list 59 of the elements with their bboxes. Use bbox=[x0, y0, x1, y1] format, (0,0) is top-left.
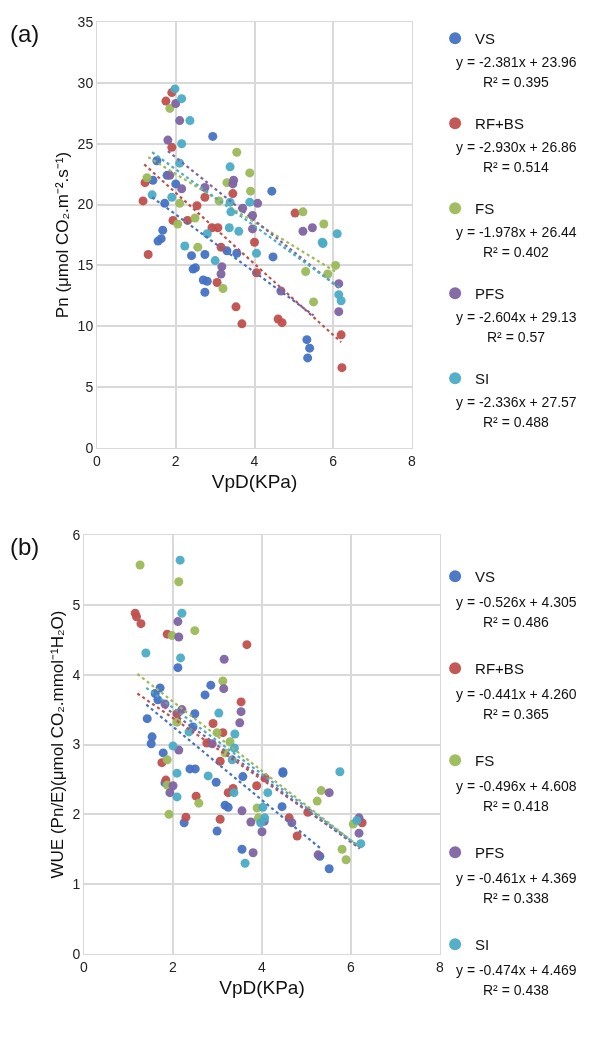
text: R² = 0.365 bbox=[483, 706, 549, 722]
y-tick-label: 20 bbox=[77, 196, 94, 213]
text: y = -2.930x + 26.86 bbox=[456, 139, 577, 155]
y-tick-label: 35 bbox=[77, 13, 94, 30]
text: y = -0.526x + 4.305 bbox=[456, 594, 577, 610]
legend-label: FS bbox=[475, 752, 495, 770]
y-tick-label: 25 bbox=[77, 135, 94, 152]
x-tick-label: 4 bbox=[250, 452, 259, 469]
text: R² = 0.486 bbox=[483, 614, 549, 630]
y-tick-label: 30 bbox=[77, 74, 94, 91]
text: y = -0.474x + 4.469 bbox=[456, 962, 577, 978]
x-tick-label: 6 bbox=[329, 452, 338, 469]
y-tick-label: 5 bbox=[85, 379, 94, 396]
legend-label: PFS bbox=[475, 285, 505, 303]
y-tick-label: 3 bbox=[72, 736, 81, 753]
y-tick-label: 15 bbox=[77, 257, 94, 274]
text: R² = 0.488 bbox=[483, 414, 549, 430]
y-tick-label: 1 bbox=[72, 876, 81, 893]
x-tick-label: 6 bbox=[347, 958, 356, 975]
chart-title: (b) bbox=[10, 533, 40, 560]
text: R² = 0.338 bbox=[483, 890, 549, 906]
y-tick-label: 5 bbox=[72, 596, 81, 613]
text: y = -0.461x + 4.369 bbox=[456, 870, 577, 886]
y-tick-label: 4 bbox=[72, 666, 81, 683]
legend-label: SI bbox=[475, 936, 490, 954]
text: y = -2.381x + 23.96 bbox=[456, 54, 577, 70]
legend-label: FS bbox=[475, 200, 495, 218]
text: y = -2.604x + 29.13 bbox=[456, 309, 577, 325]
y-tick-label: 0 bbox=[72, 945, 81, 962]
legend-label: VS bbox=[475, 568, 496, 586]
x-tick-label: 4 bbox=[258, 958, 267, 975]
text: y = -1.978x + 26.44 bbox=[456, 224, 577, 240]
x-tick-label: 8 bbox=[436, 958, 445, 975]
y-axis-title: WUE (Pn/E)(μmol CO₂.mmol⁻¹H₂O) bbox=[47, 610, 67, 879]
x-tick-label: 8 bbox=[408, 452, 417, 469]
y-tick-label: 10 bbox=[77, 318, 94, 335]
legend-label: VS bbox=[475, 30, 496, 48]
chart-title: (a) bbox=[10, 20, 40, 47]
text: R² = 0.395 bbox=[483, 74, 549, 90]
legend-label: RF+BS bbox=[475, 660, 524, 678]
x-tick-label: 2 bbox=[171, 452, 180, 469]
x-axis-title: VpD(KPa) bbox=[211, 470, 298, 492]
legend-label: PFS bbox=[475, 844, 505, 862]
y-tick-label: 6 bbox=[72, 526, 81, 543]
text: R² = 0.57 bbox=[487, 329, 546, 345]
text: R² = 0.418 bbox=[483, 798, 549, 814]
legend-label: RF+BS bbox=[475, 115, 524, 133]
y-axis-title: Pn (μmol CO₂.m⁻².s⁻¹) bbox=[53, 151, 73, 319]
text: R² = 0.514 bbox=[483, 159, 549, 175]
text: R² = 0.402 bbox=[483, 244, 549, 260]
x-axis-title: VpD(KPa) bbox=[219, 976, 305, 998]
x-tick-label: 2 bbox=[169, 958, 178, 975]
text: y = -0.496x + 4.608 bbox=[456, 778, 577, 794]
y-tick-label: 0 bbox=[85, 439, 94, 456]
text: R² = 0.438 bbox=[483, 982, 549, 998]
legend-label: SI bbox=[475, 370, 490, 388]
text: y = -2.336x + 27.57 bbox=[456, 394, 577, 410]
text: y = -0.441x + 4.260 bbox=[456, 686, 577, 702]
y-tick-label: 2 bbox=[72, 806, 81, 823]
